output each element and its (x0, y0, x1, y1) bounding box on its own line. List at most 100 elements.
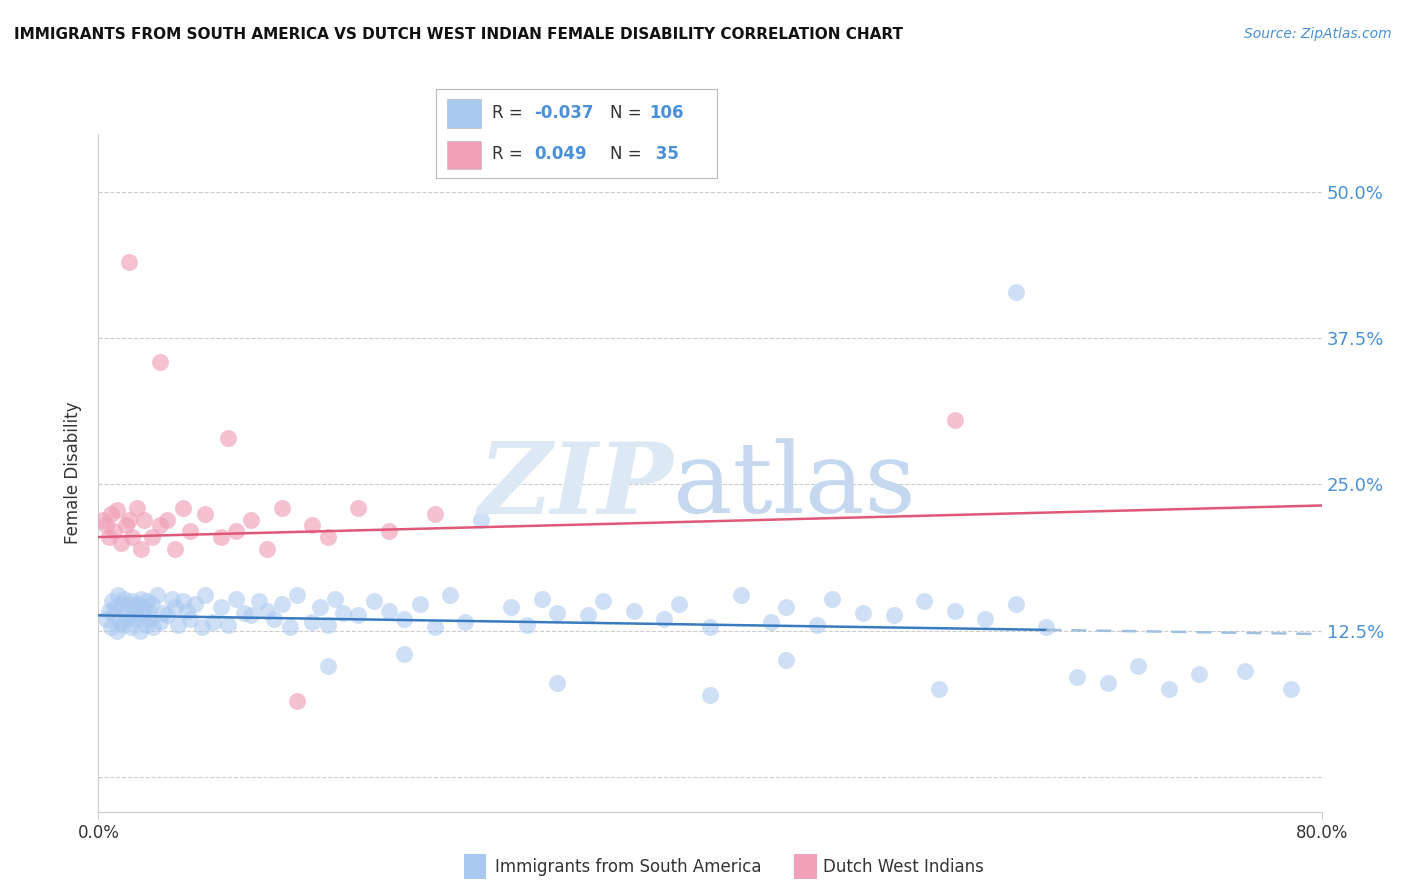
Point (120, 620, 142, 634)
Point (668, 597, 690, 611)
Point (378, 524, 401, 539)
Point (332, 606, 354, 620)
Text: R =: R = (492, 104, 529, 122)
Point (546, 676, 568, 690)
Point (209, 530, 232, 544)
Point (285, 589, 308, 603)
Point (623, 604, 645, 618)
Point (378, 604, 401, 618)
Point (347, 500, 370, 515)
Point (184, 597, 207, 611)
Point (1157, 681, 1180, 696)
Point (127, 597, 149, 611)
Point (125, 500, 148, 515)
Point (592, 594, 614, 608)
Point (225, 524, 247, 539)
Point (270, 597, 294, 611)
Point (217, 431, 239, 445)
Point (821, 592, 844, 607)
Point (129, 541, 152, 556)
Point (1188, 666, 1211, 681)
Point (943, 413, 966, 427)
Point (202, 615, 225, 630)
Point (121, 594, 143, 608)
Point (1004, 285, 1026, 299)
Point (138, 604, 160, 618)
Point (225, 592, 247, 607)
Point (112, 592, 135, 607)
Point (163, 541, 186, 556)
Text: R =: R = (492, 145, 529, 163)
Point (546, 606, 568, 620)
Y-axis label: Female Disability: Female Disability (65, 401, 83, 544)
Point (883, 608, 905, 623)
Point (149, 615, 172, 630)
Point (240, 608, 263, 623)
Point (263, 612, 285, 626)
Point (115, 518, 138, 533)
Point (852, 606, 875, 620)
Point (91, 512, 114, 526)
Text: atlas: atlas (673, 439, 917, 534)
Point (176, 604, 198, 618)
Point (105, 624, 128, 638)
Point (974, 612, 997, 626)
Point (309, 600, 332, 615)
Point (761, 615, 783, 630)
Point (806, 617, 828, 632)
Point (209, 600, 232, 615)
Point (103, 524, 125, 539)
Point (1004, 597, 1026, 611)
Point (347, 608, 370, 623)
Point (439, 589, 461, 603)
Point (1035, 620, 1057, 634)
Point (111, 617, 134, 632)
Point (118, 597, 141, 611)
Point (149, 355, 172, 369)
Point (392, 612, 416, 626)
Point (141, 530, 163, 544)
Point (256, 541, 278, 556)
Point (1066, 670, 1088, 684)
Point (301, 615, 323, 630)
Point (100, 507, 122, 521)
Point (516, 617, 538, 632)
Point (103, 608, 125, 623)
Text: N =: N = (610, 145, 647, 163)
Point (118, 255, 141, 269)
Point (128, 624, 150, 638)
Point (139, 612, 162, 626)
Point (179, 612, 201, 626)
Point (118, 512, 141, 526)
Text: IMMIGRANTS FROM SOUTH AMERICA VS DUTCH WEST INDIAN FEMALE DISABILITY CORRELATION: IMMIGRANTS FROM SOUTH AMERICA VS DUTCH W… (14, 27, 903, 42)
Point (98, 530, 121, 544)
Point (408, 597, 430, 611)
Point (363, 594, 385, 608)
Point (470, 512, 492, 526)
Point (194, 589, 217, 603)
Point (94, 518, 117, 533)
Point (1097, 676, 1119, 690)
Point (107, 589, 129, 603)
Point (134, 512, 156, 526)
Point (125, 612, 148, 626)
Text: -0.037: -0.037 (534, 104, 593, 122)
Point (316, 658, 339, 673)
Point (132, 608, 155, 623)
Point (134, 600, 156, 615)
Point (423, 620, 446, 634)
Text: 35: 35 (650, 145, 679, 163)
Point (232, 606, 254, 620)
Point (136, 594, 159, 608)
Point (392, 647, 416, 661)
Point (501, 600, 523, 615)
Point (110, 597, 132, 611)
Point (270, 500, 294, 515)
Point (172, 594, 194, 608)
Point (423, 507, 446, 521)
FancyBboxPatch shape (447, 99, 481, 128)
Point (167, 617, 190, 632)
Text: 106: 106 (650, 104, 685, 122)
Point (129, 592, 152, 607)
Point (256, 604, 278, 618)
